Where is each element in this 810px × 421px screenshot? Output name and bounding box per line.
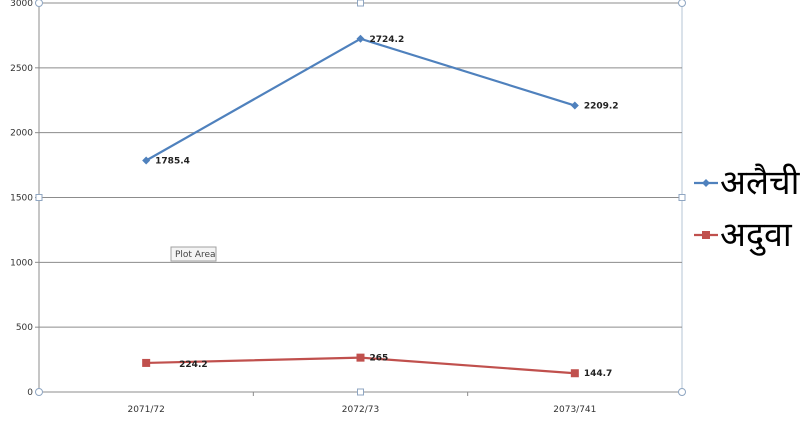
y-tick-label: 3000 bbox=[10, 0, 33, 9]
corner-handle[interactable] bbox=[35, 0, 43, 7]
data-point[interactable] bbox=[356, 34, 365, 43]
selection-handles bbox=[35, 0, 686, 396]
data-point[interactable] bbox=[570, 369, 579, 378]
legend-marker bbox=[702, 179, 710, 187]
corner-handle[interactable] bbox=[35, 388, 43, 396]
side-handle[interactable] bbox=[35, 194, 43, 201]
y-tick-label: 500 bbox=[16, 323, 33, 333]
y-tick-label: 2500 bbox=[10, 64, 33, 74]
x-tick-label: 2073/741 bbox=[553, 405, 596, 415]
data-label: 265 bbox=[370, 354, 389, 364]
data-point[interactable] bbox=[142, 358, 151, 367]
legend-marker bbox=[702, 231, 710, 239]
series-1[interactable]: 1785.4 2724.2 2209.2 bbox=[142, 34, 619, 167]
legend-item-2[interactable]: अदुवा bbox=[694, 215, 793, 256]
data-label: 144.7 bbox=[584, 369, 612, 379]
gridlines bbox=[39, 2, 682, 393]
data-point[interactable] bbox=[570, 101, 579, 110]
legend-item-1[interactable]: अलैची bbox=[694, 163, 801, 203]
x-tick-label: 2072/73 bbox=[342, 405, 379, 415]
y-tick-label: 1000 bbox=[10, 258, 33, 268]
legend[interactable]: अलैची अदुवा bbox=[694, 163, 801, 256]
data-point[interactable] bbox=[356, 353, 365, 362]
tooltip-label: Plot Area bbox=[175, 250, 216, 260]
axes: 0 500 1000 1500 2000 2500 3000 2071/72 2072/73 20… bbox=[10, 0, 683, 415]
x-tick-label: 2071/72 bbox=[127, 405, 164, 415]
series-line[interactable] bbox=[145, 37, 576, 162]
data-label: 2724.2 bbox=[370, 35, 405, 45]
data-label: 224.2 bbox=[179, 360, 207, 370]
data-point[interactable] bbox=[142, 156, 151, 165]
y-tick-label: 0 bbox=[27, 388, 33, 398]
corner-handle[interactable] bbox=[678, 388, 686, 396]
data-label: 1785.4 bbox=[155, 156, 190, 166]
legend-label: अलैची bbox=[720, 163, 801, 203]
series-layer: 1785.4 2724.2 2209.2 224.2 265 144.7 bbox=[142, 34, 619, 380]
data-label: 2209.2 bbox=[584, 102, 619, 112]
corner-handle[interactable] bbox=[678, 0, 686, 7]
y-tick-label: 2000 bbox=[10, 129, 33, 139]
side-handle[interactable] bbox=[678, 194, 686, 201]
y-tick-label: 1500 bbox=[10, 194, 33, 204]
legend-label: अदुवा bbox=[720, 215, 793, 256]
side-handle[interactable] bbox=[357, 0, 364, 7]
plot-area-tooltip: Plot Area bbox=[170, 246, 217, 262]
side-handle[interactable] bbox=[357, 388, 364, 396]
series-2[interactable]: 224.2 265 144.7 bbox=[142, 353, 612, 380]
